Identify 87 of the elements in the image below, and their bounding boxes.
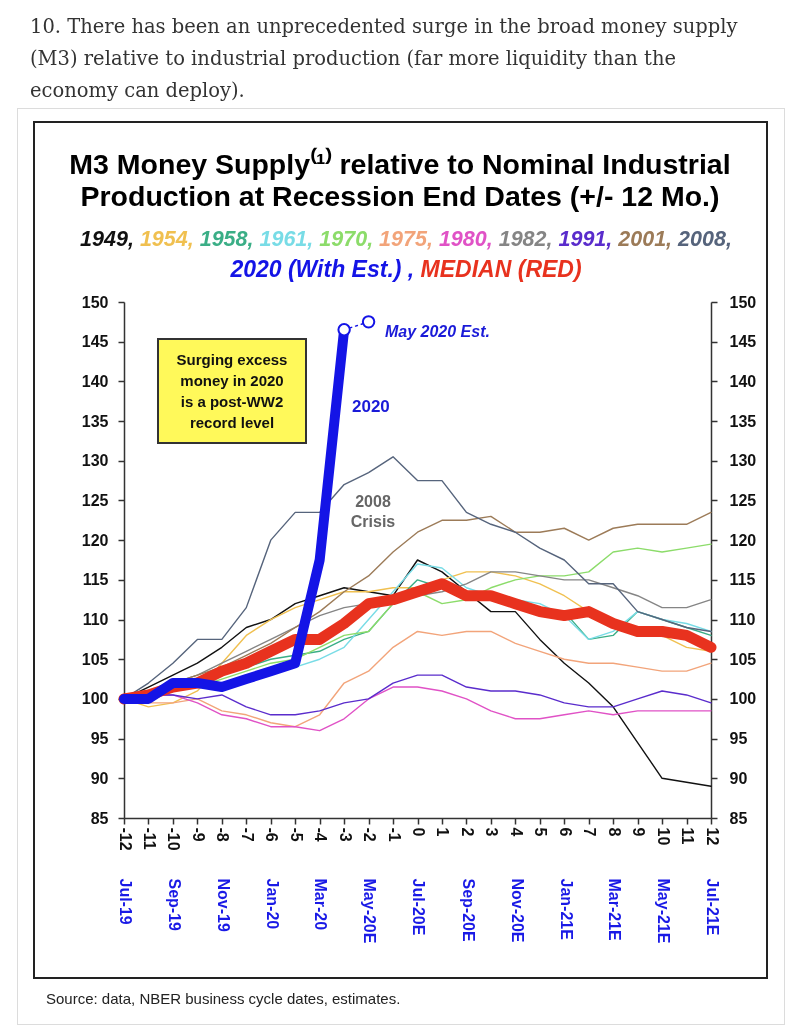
x-tick-label: 0	[410, 827, 427, 837]
y-tick-label: 105	[81, 650, 109, 668]
x2-tick-label: Mar-20	[312, 878, 330, 931]
x-tick-label: -9	[189, 827, 207, 842]
annotation: 2020	[352, 397, 390, 417]
x-tick-label: -2	[361, 827, 379, 842]
annotation: 2008 Crisis	[349, 492, 397, 532]
y-tick-label: 95	[90, 730, 109, 748]
y-tick-label: 85	[90, 809, 109, 827]
x2-tick-label: May-20E	[361, 878, 379, 944]
y-tick-label: 110	[82, 611, 109, 629]
x-tick-label: 12	[703, 827, 721, 846]
x2-tick-label: Nov-20E	[509, 878, 527, 943]
y-tick-label: 135	[81, 412, 109, 430]
text: 2020 (With Est.) ,	[230, 256, 415, 282]
text: 1970,	[319, 227, 374, 251]
x-tick-label: -5	[287, 827, 305, 842]
y2-tick-label: 140	[729, 372, 757, 390]
x-tick-label: 8	[605, 827, 623, 837]
x2-tick-label: Sep-20E	[460, 878, 478, 942]
y-tick-label: 100	[81, 690, 109, 708]
y-tick-label: 120	[81, 531, 109, 549]
x-tick-label: 1	[434, 827, 452, 837]
x-tick-label: 9	[630, 827, 648, 837]
x-tick-label: -4	[312, 827, 330, 842]
x-tick-label: 5	[532, 827, 550, 837]
x2-tick-label: Mar-21E	[605, 878, 623, 942]
text: 1991,	[558, 227, 613, 251]
y2-tick-label: 115	[729, 571, 756, 589]
y2-tick-label: 90	[729, 769, 748, 787]
y-tick-label: 150	[81, 293, 109, 311]
text: 1949,	[80, 227, 134, 251]
x-tick-label: -12	[116, 827, 134, 851]
text: 1954,	[139, 227, 194, 251]
text: 10. There has been an unprecedented surge in the broad money supply (M3) relative to industrial production (far more liquidity than the economy can deploy).	[30, 14, 739, 104]
y2-tick-label: 150	[729, 293, 757, 311]
text: 1982,	[498, 227, 553, 251]
x-tick-label: 11	[679, 827, 697, 845]
text: 1975,	[379, 227, 433, 251]
y-tick-label: 130	[81, 452, 109, 470]
x-tick-label: -10	[165, 827, 183, 851]
x-tick-label: 7	[581, 827, 599, 837]
y2-tick-label: 135	[729, 412, 757, 430]
y2-tick-label: 110	[729, 611, 756, 629]
x2-tick-label: Jul-19	[116, 878, 134, 925]
source-note: Source: data, NBER business cycle dates, estimates.	[46, 990, 401, 1007]
x-tick-label: 3	[483, 827, 501, 837]
x2-tick-label: Sep-19	[166, 878, 184, 932]
y2-tick-label: 120	[729, 531, 757, 549]
text: 2001,	[618, 227, 673, 251]
y2-tick-label: 100	[729, 690, 757, 708]
text: 1980,	[438, 227, 493, 251]
chart-title: M3 Money Supply⁽¹⁾ relative to Nominal Industrial Production at Recession End Dates (+/- 12 Mo.)	[68, 148, 732, 212]
y-tick-label: 125	[81, 491, 109, 509]
x-tick-label: -3	[336, 827, 354, 842]
x-tick-label: 10	[654, 827, 672, 846]
x-tick-label: -6	[263, 827, 281, 842]
annotation: Surging excess money in 2020 is a post-WW2 record level	[175, 350, 289, 433]
y2-tick-label: 145	[729, 333, 757, 351]
text: 2008,	[678, 227, 732, 251]
y2-tick-label: 85	[729, 809, 748, 827]
y-tick-label: 90	[90, 769, 109, 787]
y-tick-label: 115	[82, 571, 109, 589]
x-tick-label: -7	[238, 827, 256, 842]
text: 1961,	[259, 227, 314, 251]
x-tick-label: 4	[507, 827, 525, 837]
y2-tick-label: 130	[729, 452, 757, 470]
x2-tick-label: Jul-20E	[410, 878, 428, 936]
callout-box: Surging excess money in 2020 is a post-WW2 record level	[157, 338, 307, 444]
x-tick-label: 6	[556, 827, 574, 837]
x2-tick-label: Jan-20	[264, 878, 282, 930]
y2-tick-label: 125	[729, 491, 757, 509]
x2-tick-label: Jan-21E	[558, 878, 576, 941]
x-tick-label: 2	[458, 827, 476, 837]
x-tick-label: -1	[385, 827, 403, 842]
y-tick-label: 140	[81, 372, 109, 390]
text: MEDIAN (RED)	[420, 256, 582, 282]
x-tick-label: -8	[214, 827, 232, 842]
x-tick-label: -11	[140, 827, 158, 850]
y2-tick-label: 95	[729, 730, 748, 748]
y2-tick-label: 105	[729, 650, 757, 668]
x2-tick-label: Nov-19	[215, 878, 233, 932]
annotation: May 2020 Est.	[385, 323, 490, 341]
x2-tick-label: May-21E	[654, 878, 672, 944]
text: 1958,	[199, 227, 254, 251]
x2-tick-label: Jul-21E	[703, 878, 721, 936]
y-tick-label: 145	[81, 333, 109, 351]
